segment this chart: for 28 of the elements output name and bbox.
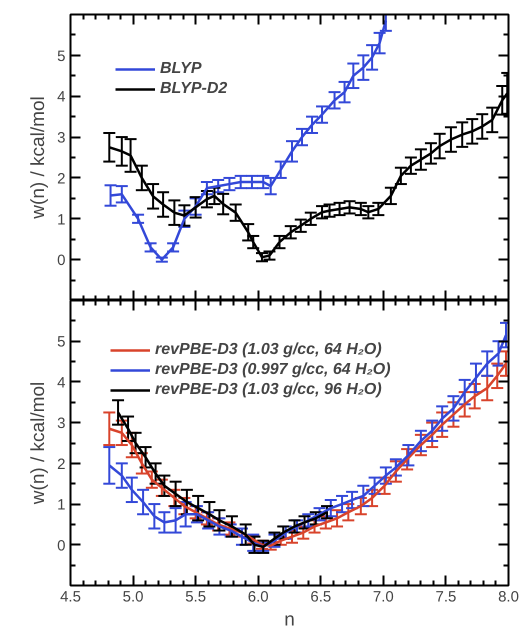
y-axis-title: w(n) / kcal/mol	[28, 96, 50, 220]
y-tick-label: 3	[57, 415, 66, 432]
y-tick-label: 0	[57, 537, 66, 554]
y-tick-label: 5	[57, 48, 66, 65]
y-tick-label: 0	[57, 252, 66, 270]
legend-label: revPBE-D3 (0.997 g/cc, 64 H₂O)	[155, 361, 391, 379]
x-tick-label: 5.5	[185, 588, 206, 606]
x-axis-title: n	[284, 610, 295, 630]
y-tick-label: 2	[57, 170, 66, 188]
x-tick-label: 7.5	[436, 588, 456, 606]
x-tick-label: 4.5	[60, 588, 81, 606]
legend-label: BLYP-D2	[160, 80, 228, 98]
y-axis-title: w(n) / kcal/mol	[28, 382, 50, 506]
legend-label: revPBE-D3 (1.03 g/cc, 64 H₂O)	[155, 341, 382, 359]
x-tick-label: 6.5	[310, 588, 332, 606]
y-tick-label: 4	[57, 374, 66, 392]
y-tick-label: 1	[57, 496, 66, 514]
y-tick-label: 5	[57, 334, 66, 351]
legend-label: revPBE-D3 (1.03 g/cc, 96 H₂O)	[155, 381, 382, 399]
y-tick-label: 1	[57, 211, 66, 228]
legend-label: BLYP	[160, 60, 202, 78]
x-tick-label: 6.0	[248, 588, 269, 606]
x-tick-label: 7.0	[372, 588, 394, 606]
x-tick-label: 8.0	[498, 588, 519, 606]
y-tick-label: 4	[57, 88, 66, 106]
y-tick-label: 2	[57, 456, 66, 473]
x-tick-label: 5.0	[122, 588, 144, 606]
y-tick-label: 3	[57, 130, 66, 147]
